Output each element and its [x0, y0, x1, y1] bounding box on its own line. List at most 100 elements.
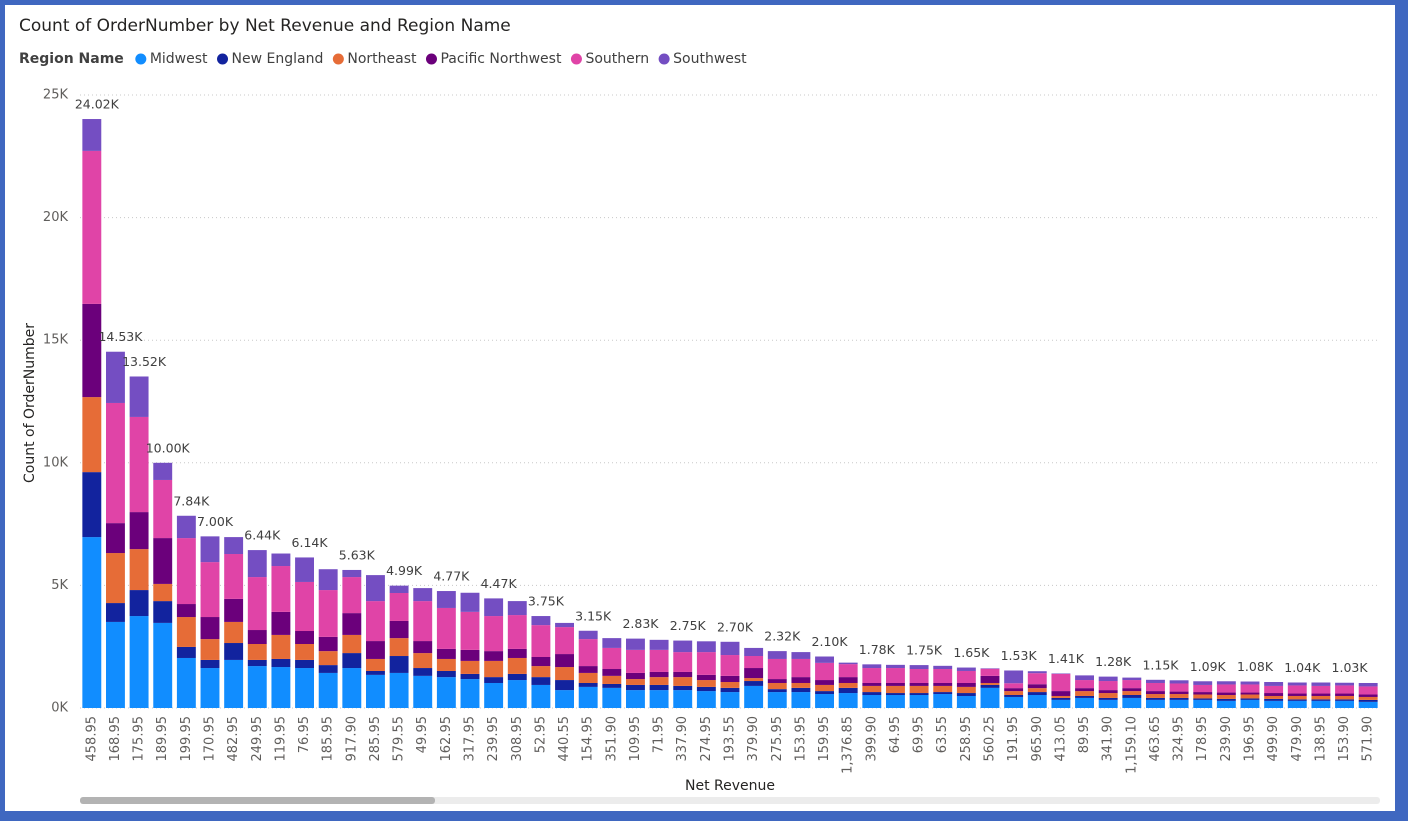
bar-segment — [1358, 686, 1378, 695]
bar-segment — [507, 648, 527, 658]
bar-segment — [1004, 696, 1024, 708]
bar-segment — [956, 682, 976, 687]
bar-segment — [1169, 691, 1189, 695]
legend-marker — [658, 53, 670, 65]
bar-segment — [767, 651, 787, 659]
bar-segment — [153, 622, 173, 708]
bar-segment — [342, 653, 362, 669]
bar-segment — [1004, 695, 1024, 697]
x-tick-label: 499.90 — [1266, 716, 1281, 762]
bar-segment — [342, 668, 362, 708]
bar-segment — [649, 684, 669, 691]
bar-segment — [153, 538, 173, 584]
bar-segment — [1051, 673, 1071, 692]
x-tick-label: 239.95 — [486, 716, 501, 762]
bar-segment — [1193, 681, 1213, 685]
y-tick-label: 10K — [43, 455, 69, 470]
x-tick-label: 917.90 — [344, 716, 359, 762]
bar-segment — [1098, 697, 1118, 700]
x-tick-label: 463.65 — [1148, 716, 1163, 762]
bar-segment — [1264, 685, 1284, 694]
x-tick-label: 170.95 — [203, 716, 218, 762]
x-tick-label: 193.55 — [723, 716, 738, 762]
bar-segment — [295, 631, 314, 645]
bar-segment — [626, 672, 645, 680]
bar-segment — [106, 351, 125, 403]
bar-segment — [1240, 699, 1260, 708]
bar-segment — [720, 682, 740, 688]
bar-segment — [838, 677, 858, 683]
bar-segment — [106, 603, 125, 622]
bar-segment — [1004, 670, 1024, 684]
x-tick-label: 199.95 — [179, 716, 194, 762]
bar-segment — [389, 656, 409, 673]
bar-segment — [1146, 697, 1165, 700]
bar-segment — [295, 659, 314, 669]
bar-segment — [909, 685, 929, 694]
bar-segment — [484, 660, 504, 678]
y-axis-title: Count of OrderNumber — [22, 323, 38, 483]
legend-marker — [570, 53, 582, 65]
bar-segment — [318, 651, 338, 666]
bar-segment — [436, 677, 456, 708]
bar-segment — [82, 150, 102, 304]
bar-segment — [1287, 695, 1307, 700]
bar-segment — [696, 652, 716, 675]
bar-segment — [318, 636, 338, 652]
x-tick-label: 196.95 — [1243, 716, 1258, 762]
total-label: 6.44K — [244, 528, 281, 543]
bar-segment — [1264, 698, 1284, 701]
bar-segment — [956, 693, 976, 696]
bar-segment — [886, 695, 905, 708]
bar-segment — [129, 512, 149, 550]
bar-segment — [1098, 693, 1118, 698]
bar-segment — [1240, 694, 1260, 699]
scrollbar-thumb[interactable] — [80, 797, 435, 804]
bar-segment — [1287, 682, 1307, 686]
bar-segment — [460, 592, 480, 612]
bar-segment — [366, 575, 385, 602]
total-label: 1.75K — [906, 643, 943, 658]
bar-segment — [1169, 699, 1189, 708]
bar-segment — [980, 682, 1000, 685]
x-tick-label: 153.90 — [1337, 716, 1352, 762]
bar-segment — [1193, 699, 1213, 708]
bar-segment — [318, 569, 338, 591]
x-tick-label: 413.05 — [1053, 716, 1068, 762]
bar-segment — [673, 671, 693, 678]
bar-segment — [1075, 691, 1094, 696]
bar-segment — [1264, 695, 1284, 699]
bar-segment — [602, 638, 622, 648]
bar-segment — [886, 664, 905, 669]
bar-segment — [1264, 700, 1284, 708]
bar-segment — [578, 630, 598, 640]
bar-segment — [673, 690, 693, 708]
bar-segment — [1358, 699, 1378, 702]
total-label: 1.65K — [953, 645, 990, 660]
bar-segment — [1216, 698, 1236, 701]
x-tick-label: 560.25 — [983, 716, 998, 762]
total-label: 1.53K — [1001, 648, 1038, 663]
bar-segment — [862, 695, 882, 708]
bar-segment — [1358, 696, 1378, 700]
bar-segment — [744, 678, 764, 682]
bar-segment — [484, 682, 504, 708]
total-label: 7.84K — [173, 493, 210, 508]
bar-segment — [1051, 699, 1071, 708]
bar-segment — [767, 658, 787, 680]
bar-segment — [555, 667, 574, 681]
bar-segment — [153, 583, 173, 602]
total-label: 1.08K — [1237, 659, 1274, 674]
legend-marker — [332, 53, 344, 65]
bar-segment — [744, 647, 764, 657]
bar-segment — [247, 550, 267, 578]
bar-segment — [578, 639, 598, 667]
bar-segment — [176, 657, 196, 708]
x-tick-label: 178.95 — [1195, 716, 1210, 762]
x-tick-label: 64.95 — [888, 716, 903, 753]
bar-segment — [1216, 695, 1236, 699]
bar-segment — [1169, 680, 1189, 684]
bar-segment — [366, 641, 385, 659]
bar-segment — [1311, 700, 1331, 708]
x-tick-label: 571.90 — [1361, 716, 1376, 762]
